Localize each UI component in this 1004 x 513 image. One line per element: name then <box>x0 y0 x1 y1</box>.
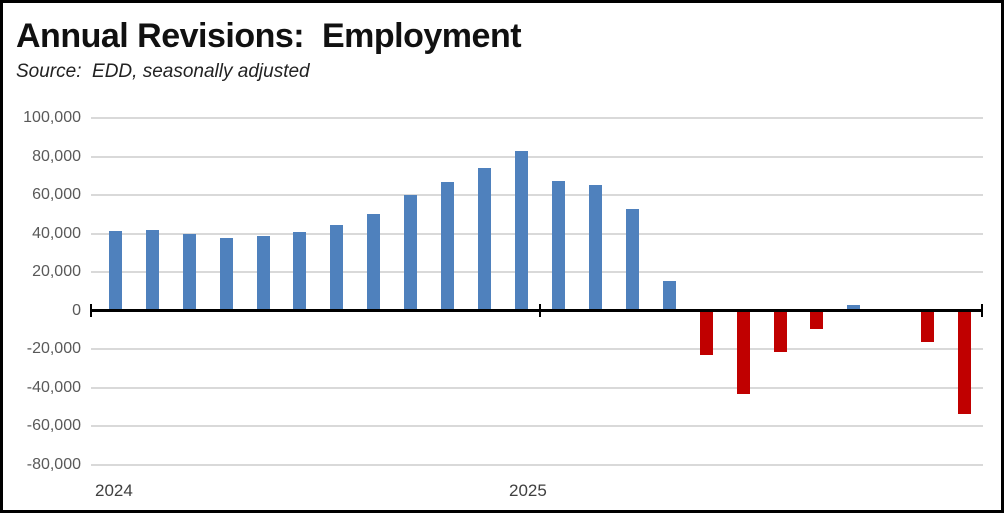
bar-may-2024 <box>256 236 270 311</box>
y-axis-tick-label: -80,000 <box>26 455 81 473</box>
gridline <box>91 271 983 273</box>
chart-subtitle: Source: EDD, seasonally adjusted <box>16 61 310 82</box>
y-axis-tick-label: -40,000 <box>26 378 81 396</box>
bar-aug-2025 <box>810 310 824 329</box>
x-axis-year-label: 2025 <box>509 481 547 500</box>
x-axis-line <box>91 309 983 312</box>
bar-oct-2024 <box>441 181 455 311</box>
gridline <box>91 155 983 158</box>
bar-mar-2025 <box>625 209 639 311</box>
gridline <box>91 194 983 196</box>
bar-nov-2025 <box>921 310 935 343</box>
bar-jul-2025 <box>773 310 787 352</box>
y-axis-tick-label: -60,000 <box>26 417 81 434</box>
y-axis-tick-label: 20,000 <box>32 263 81 280</box>
axis-tick <box>981 304 983 317</box>
bar-nov-2024 <box>478 168 492 311</box>
bar-feb-2024 <box>145 229 159 311</box>
gridline <box>91 386 983 389</box>
gridline <box>91 232 983 235</box>
bar-mar-2024 <box>182 233 196 311</box>
plot-area: 100,000 80,000 60,000 40,000 20,000 0 -20,000 -… <box>3 3 1001 510</box>
bar-jun-2024 <box>293 231 307 311</box>
bar-jan-2025 <box>551 180 565 311</box>
bar-sep-2024 <box>404 195 418 311</box>
gridline <box>91 348 983 350</box>
bar-apr-2025 <box>662 280 676 311</box>
y-axis-tick-label: 40,000 <box>32 224 81 242</box>
y-axis-tick-label: 60,000 <box>32 186 81 203</box>
bar-jun-2025 <box>736 310 750 395</box>
x-axis-year-label: 2024 <box>95 481 133 500</box>
y-axis-tick-label: 80,000 <box>32 147 81 165</box>
bar-dec-2025 <box>958 310 972 415</box>
y-axis-tick-label: 100,000 <box>23 109 81 126</box>
bar-jan-2024 <box>108 230 122 311</box>
bar-sep-2025 <box>847 304 861 311</box>
bar-jul-2024 <box>330 224 344 311</box>
bar-aug-2024 <box>367 214 381 311</box>
bar-apr-2024 <box>219 238 233 311</box>
chart-title: Annual Revisions: Employment <box>16 17 522 55</box>
axis-tick <box>90 304 92 317</box>
bar-dec-2024 <box>515 150 529 311</box>
gridline <box>91 463 983 466</box>
y-axis-tick-label: -20,000 <box>26 340 81 357</box>
axis-tick <box>539 304 541 317</box>
gridline <box>91 117 983 119</box>
bar-feb-2025 <box>588 185 602 311</box>
y-axis-tick-label: 0 <box>72 301 81 319</box>
gridline <box>91 425 983 427</box>
bar-may-2025 <box>699 310 713 355</box>
